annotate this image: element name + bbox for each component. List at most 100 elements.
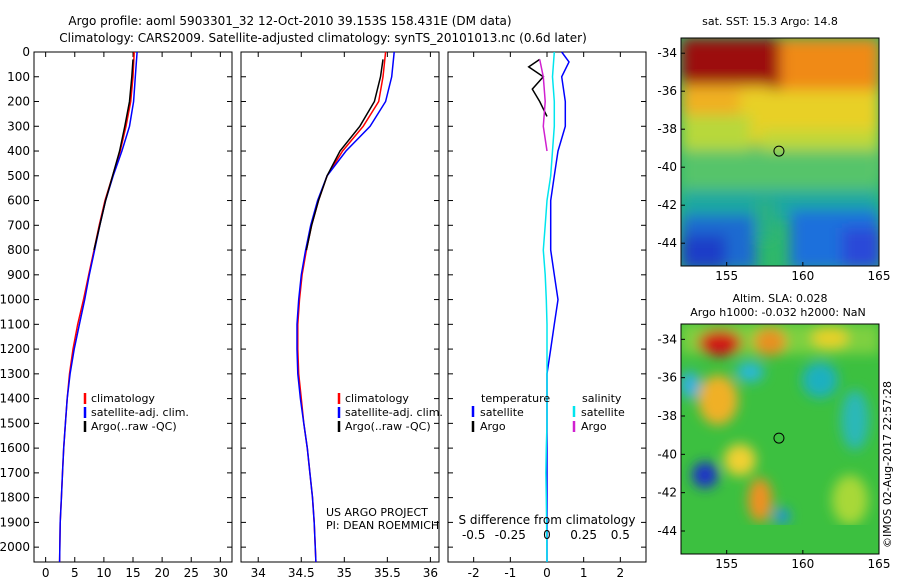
x-tick-label: 34 — [251, 566, 266, 580]
y-tick-label: 1100 — [0, 317, 30, 331]
sst-map-axes: 155 160 165 -34 -36 -38 -40 -42 -44 — [657, 46, 890, 283]
x-tick-label: 35.5 — [374, 566, 401, 580]
y-tick-label: 1800 — [0, 491, 30, 505]
x-tick-label: 30 — [213, 566, 228, 580]
legend-climatology-label: climatology — [91, 392, 155, 405]
legend-temperature-header: temperature — [481, 392, 550, 405]
salinity-legend: climatology satellite-adj. clim. Argo(..… — [326, 392, 443, 532]
map-y-tick-label: -36 — [657, 371, 677, 385]
y-tick-label: 300 — [7, 119, 30, 133]
y-tick-label: 700 — [7, 218, 30, 232]
x-tick-label: 25 — [184, 566, 199, 580]
legend-temp-argo-label: Argo — [480, 420, 506, 433]
x-tick-label: 35 — [337, 566, 352, 580]
series-line-temperature-satellite — [546, 51, 570, 562]
argo-float-marker — [773, 145, 785, 157]
map-y-tick-label: -38 — [657, 409, 677, 423]
legend-climatology-label: climatology — [345, 392, 409, 405]
y-tick-label: 1700 — [0, 466, 30, 480]
difference-panel: -2-1012T difference from climatology-0.5… — [448, 51, 646, 584]
map-x-tick-label: 155 — [715, 557, 738, 571]
y-tick-label: 2000 — [0, 540, 30, 554]
header-title-line1: Argo profile: aoml 5903301_32 12-Oct-201… — [68, 14, 511, 28]
temperature-legend: climatology satellite-adj. clim. Argo(..… — [83, 392, 189, 433]
sst-map-title: sat. SST: 15.3 Argo: 14.8 — [702, 15, 838, 28]
y-tick-label: 200 — [7, 95, 30, 109]
s-diff-tick-label: 0 — [543, 528, 551, 542]
y-tick-label: 1400 — [0, 392, 30, 406]
y-tick-label: 1600 — [0, 441, 30, 455]
map-y-tick-label: -40 — [657, 160, 677, 174]
y-tick-label: 1500 — [0, 416, 30, 430]
y-tick-label: 1900 — [0, 515, 30, 529]
map-x-tick-label: 160 — [791, 269, 814, 283]
series-line-argo-raw-qc- — [305, 59, 384, 251]
sla-map-title-line2: Argo h1000: -0.032 h2000: NaN — [690, 306, 866, 319]
x-tick-label: -2 — [468, 566, 480, 580]
s-diff-tick-label: 0.25 — [570, 528, 597, 542]
x-tick-label: 15 — [125, 566, 140, 580]
x-tick-label: 36 — [423, 566, 438, 580]
y-tick-label: 600 — [7, 194, 30, 208]
x-tick-label: 20 — [154, 566, 169, 580]
sst-map-frame — [680, 37, 880, 267]
map-x-tick-label: 165 — [868, 557, 891, 571]
x-tick-label: 5 — [71, 566, 79, 580]
x-tick-label: 10 — [96, 566, 111, 580]
series-line-salinity-argo — [538, 59, 548, 152]
pi-annotation: PI: DEAN ROEMMICH — [326, 519, 439, 532]
legend-sal-argo-label: Argo — [581, 420, 607, 433]
s-difference-axis-label: S difference from climatology — [459, 513, 636, 527]
x-tick-label: 0 — [42, 566, 50, 580]
x-tick-label: 2 — [617, 566, 625, 580]
map-x-tick-label: 155 — [715, 269, 738, 283]
y-tick-label: 1200 — [0, 342, 30, 356]
y-tick-label: 1300 — [0, 367, 30, 381]
y-tick-label: 400 — [7, 144, 30, 158]
legend-argo-label: Argo(..raw -QC) — [345, 420, 431, 433]
x-tick-label: 0 — [543, 566, 551, 580]
map-y-tick-label: -34 — [657, 46, 677, 60]
x-tick-label: -1 — [504, 566, 516, 580]
map-y-tick-label: -44 — [657, 236, 677, 250]
salinity-plot-frame — [240, 51, 440, 563]
y-tick-label: 800 — [7, 243, 30, 257]
map-x-tick-label: 160 — [791, 557, 814, 571]
map-y-tick-label: -38 — [657, 122, 677, 136]
map-y-tick-label: -42 — [657, 486, 677, 500]
y-tick-label: 1000 — [0, 293, 30, 307]
map-y-tick-label: -40 — [657, 447, 677, 461]
map-y-tick-label: -44 — [657, 524, 677, 538]
argo-float-marker — [773, 432, 785, 444]
series-line-satellite-adj-clim- — [58, 51, 138, 563]
legend-salinity-header: salinity — [582, 392, 622, 405]
y-tick-label: 0 — [22, 45, 30, 59]
s-diff-tick-label: 0.5 — [611, 528, 630, 542]
sla-map-frame — [680, 323, 880, 555]
x-tick-label: 1 — [580, 566, 588, 580]
sla-heatmap — [681, 324, 879, 554]
temperature-panel: 0 5 10 15 20 25 300100200300400500600700800900… — [0, 45, 232, 584]
y-tick-label: 500 — [7, 169, 30, 183]
legend-sal-satellite-label: satellite — [581, 406, 625, 419]
y-tick-label: 900 — [7, 268, 30, 282]
series-line-salinity-satellite — [542, 51, 556, 563]
sla-map-title-line1: Altim. SLA: 0.028 — [732, 292, 827, 305]
x-tick-label: 34.5 — [288, 566, 315, 580]
sst-heatmap — [681, 38, 879, 266]
sla-map-panel: Altim. SLA: 0.028 Argo h1000: -0.032 h20… — [657, 292, 890, 571]
legend-argo-label: Argo(..raw -QC) — [91, 420, 177, 433]
legend-satellite-label: satellite-adj. clim. — [91, 406, 189, 419]
legend-satellite-label: satellite-adj. clim. — [345, 406, 443, 419]
map-y-tick-label: -42 — [657, 198, 677, 212]
sst-map-panel: sat. SST: 15.3 Argo: 14.8 155 160 16 — [657, 15, 890, 283]
y-tick-label: 100 — [7, 70, 30, 84]
project-annotation: US ARGO PROJECT — [326, 506, 428, 519]
header-title-line2: Climatology: CARS2009. Satellite-adjuste… — [59, 31, 587, 45]
series-line-argo-raw-qc- — [93, 59, 134, 251]
series-line-climatology — [58, 51, 135, 563]
series-line-satellite-adj-clim- — [296, 51, 395, 563]
